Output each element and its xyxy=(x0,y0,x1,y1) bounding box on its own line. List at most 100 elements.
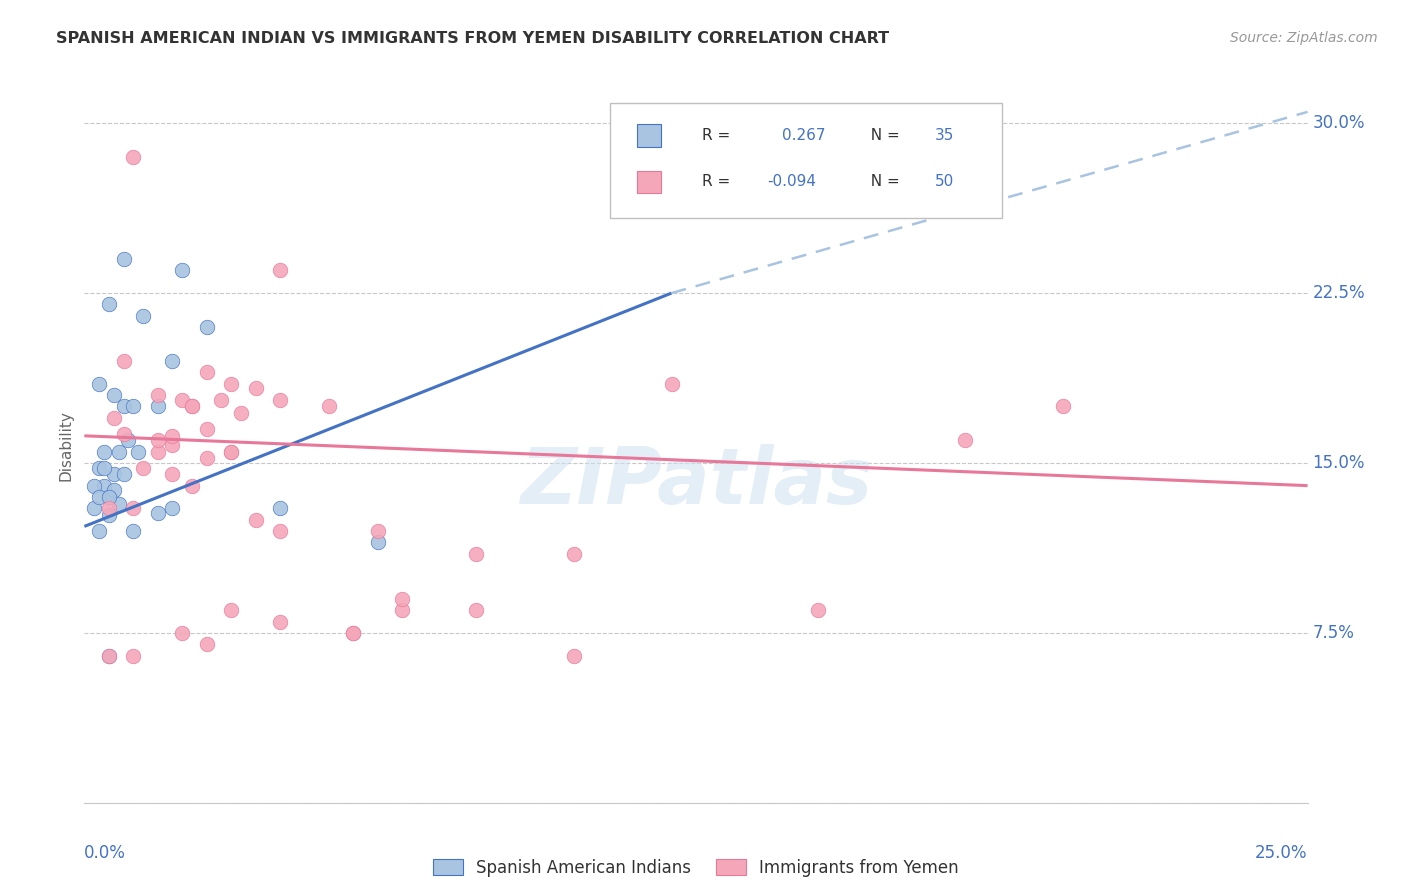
Point xyxy=(132,309,155,323)
Point xyxy=(146,506,169,520)
Point xyxy=(464,603,486,617)
Point xyxy=(97,490,120,504)
Point xyxy=(269,392,291,407)
Point xyxy=(87,524,110,538)
FancyBboxPatch shape xyxy=(610,103,1001,218)
Point xyxy=(219,376,242,391)
Point xyxy=(112,426,135,441)
Point xyxy=(112,252,135,266)
Point xyxy=(146,444,169,458)
Point xyxy=(162,429,184,443)
Point xyxy=(97,508,120,522)
FancyBboxPatch shape xyxy=(637,124,661,147)
Point xyxy=(219,603,242,617)
Point xyxy=(122,400,145,414)
Point xyxy=(146,434,169,448)
Point xyxy=(93,444,115,458)
Point xyxy=(103,388,125,402)
Text: N =: N = xyxy=(860,128,904,143)
Point xyxy=(229,406,252,420)
Point xyxy=(269,501,291,516)
Y-axis label: Disability: Disability xyxy=(58,410,73,482)
Point xyxy=(103,467,125,482)
Point xyxy=(146,400,169,414)
Text: ZIPatlas: ZIPatlas xyxy=(520,443,872,520)
Point xyxy=(1052,400,1074,414)
Point xyxy=(181,400,204,414)
Point xyxy=(195,365,218,379)
Point xyxy=(209,392,232,407)
Point xyxy=(103,483,125,498)
Point xyxy=(122,648,145,663)
Point xyxy=(464,547,486,561)
Text: -0.094: -0.094 xyxy=(766,175,815,189)
Point xyxy=(269,524,291,538)
Text: SPANISH AMERICAN INDIAN VS IMMIGRANTS FROM YEMEN DISABILITY CORRELATION CHART: SPANISH AMERICAN INDIAN VS IMMIGRANTS FR… xyxy=(56,31,890,46)
Point xyxy=(112,400,135,414)
Point xyxy=(181,478,204,492)
Text: N =: N = xyxy=(860,175,904,189)
Point xyxy=(87,376,110,391)
Text: R =: R = xyxy=(702,128,735,143)
Point xyxy=(661,376,683,391)
Point xyxy=(391,603,413,617)
Point xyxy=(172,263,194,277)
Point xyxy=(807,603,830,617)
Point xyxy=(162,438,184,452)
Point xyxy=(269,263,291,277)
Point xyxy=(318,400,340,414)
Legend: Spanish American Indians, Immigrants from Yemen: Spanish American Indians, Immigrants fro… xyxy=(433,858,959,877)
Text: 0.0%: 0.0% xyxy=(84,844,127,862)
Point xyxy=(83,501,105,516)
Point xyxy=(127,444,149,458)
Point xyxy=(195,637,218,651)
Text: 25.0%: 25.0% xyxy=(1256,844,1308,862)
Point xyxy=(219,444,242,458)
Point xyxy=(269,615,291,629)
Point xyxy=(97,490,120,504)
Point xyxy=(342,626,364,640)
Text: 0.267: 0.267 xyxy=(782,128,825,143)
Point xyxy=(367,535,389,549)
Point xyxy=(107,444,129,458)
Point xyxy=(245,381,267,395)
Point xyxy=(391,591,413,606)
Point xyxy=(97,501,120,516)
Point xyxy=(172,392,194,407)
Point xyxy=(219,444,242,458)
Point xyxy=(112,354,135,368)
Point xyxy=(122,501,145,516)
Point xyxy=(162,501,184,516)
Point xyxy=(562,648,585,663)
Text: Source: ZipAtlas.com: Source: ZipAtlas.com xyxy=(1230,31,1378,45)
Point xyxy=(87,490,110,504)
Point xyxy=(367,524,389,538)
Point xyxy=(162,354,184,368)
Point xyxy=(342,626,364,640)
Point xyxy=(97,297,120,311)
Text: 50: 50 xyxy=(935,175,953,189)
Point xyxy=(195,422,218,436)
Text: R =: R = xyxy=(702,175,735,189)
Point xyxy=(562,547,585,561)
Point xyxy=(87,460,110,475)
Point xyxy=(195,320,218,334)
Point xyxy=(172,626,194,640)
FancyBboxPatch shape xyxy=(637,170,661,194)
Point xyxy=(122,524,145,538)
Text: 35: 35 xyxy=(935,128,953,143)
Point xyxy=(97,648,120,663)
Point xyxy=(103,410,125,425)
Point xyxy=(195,451,218,466)
Point xyxy=(117,434,139,448)
Point xyxy=(953,434,976,448)
Point xyxy=(146,388,169,402)
Point xyxy=(132,460,155,475)
Point xyxy=(245,513,267,527)
Point xyxy=(107,497,129,511)
Point xyxy=(83,478,105,492)
Point xyxy=(112,467,135,482)
Point xyxy=(122,150,145,164)
Point xyxy=(93,478,115,492)
Point xyxy=(93,460,115,475)
